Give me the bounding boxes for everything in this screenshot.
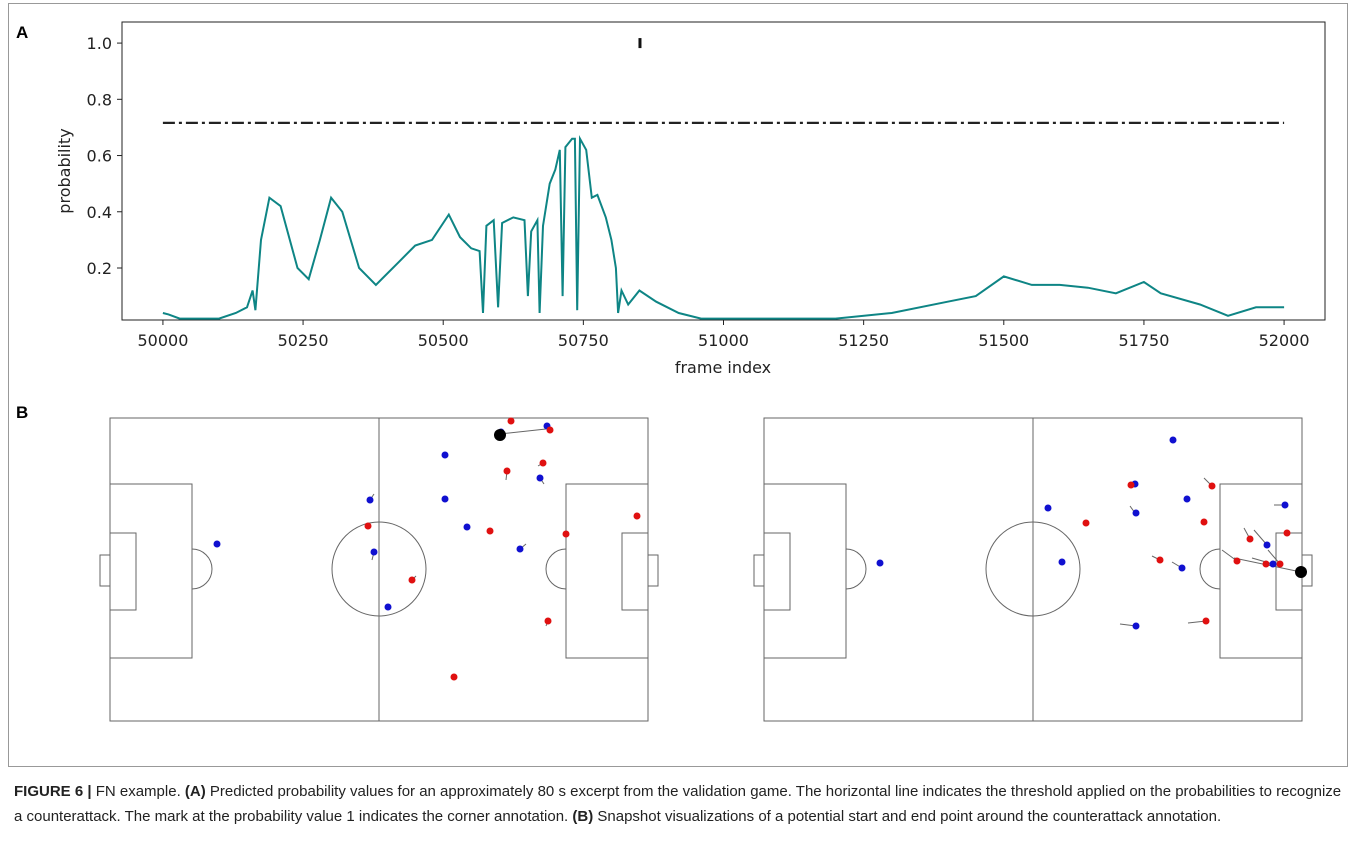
x-tick-label: 51750 bbox=[1118, 331, 1169, 350]
plot-frame bbox=[121, 21, 1326, 321]
caption-text: FN example. bbox=[91, 783, 185, 800]
y-axis-label: probability bbox=[55, 128, 74, 213]
x-tick-label: 51000 bbox=[698, 331, 749, 350]
series-line bbox=[162, 134, 1285, 320]
y-tick-label: 0.6 bbox=[87, 147, 112, 166]
pitch-start bbox=[99, 417, 659, 722]
x-tick-label: 50250 bbox=[278, 331, 329, 350]
x-tick-label: 50500 bbox=[418, 331, 469, 350]
panel-label: B bbox=[16, 403, 28, 422]
x-axis-label: frame index bbox=[675, 358, 771, 377]
annotation-mark bbox=[638, 38, 642, 49]
x-tick-label: 52000 bbox=[1259, 331, 1310, 350]
caption: FIGURE 6 | FN example. (A) Predicted pro… bbox=[14, 780, 1344, 829]
x-tick-label: 50750 bbox=[558, 331, 609, 350]
y-tick-label: 1.0 bbox=[87, 34, 112, 53]
x-tick-label: 51250 bbox=[838, 331, 889, 350]
chart: A B frame index probability bbox=[16, 21, 1326, 722]
y-tick-label: 0.2 bbox=[87, 259, 112, 278]
caption-figure: FIGURE 6 | bbox=[14, 783, 92, 800]
y-tick-label: 0.4 bbox=[87, 203, 112, 222]
figure bbox=[8, 3, 1348, 767]
y-tick-label: 0.8 bbox=[87, 90, 112, 109]
caption-ref: (B) bbox=[572, 807, 594, 825]
x-tick-label: 51500 bbox=[978, 331, 1029, 350]
caption-ref: (A) bbox=[184, 783, 206, 800]
pitch-end bbox=[753, 417, 1313, 722]
caption-text: Snapshot visualizations of a potential s… bbox=[593, 807, 1222, 825]
caption-text: Predicted probability values for an appr… bbox=[14, 783, 1342, 825]
x-tick-label: 50000 bbox=[137, 331, 188, 350]
panel-label: A bbox=[16, 23, 28, 42]
